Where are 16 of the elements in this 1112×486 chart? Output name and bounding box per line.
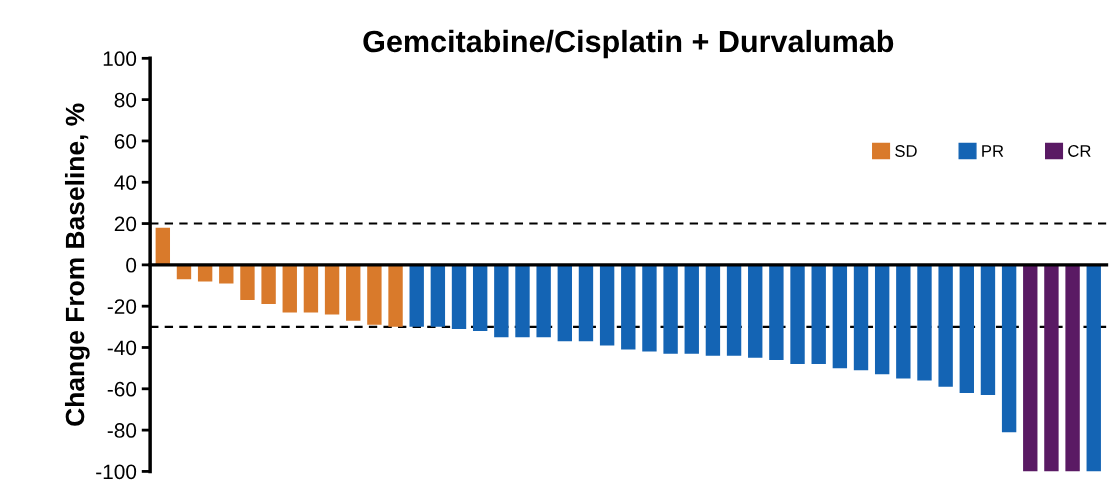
y-axis-title: Change From Baseline, %	[64, 103, 90, 426]
y-tick-label: 60	[114, 133, 137, 149]
chart-title: Gemcitabine/Cisplatin + Durvalumab	[363, 29, 894, 59]
legend-label: CR	[1068, 145, 1091, 157]
y-tick-label: 20	[114, 216, 137, 232]
y-tick-label: -40	[107, 340, 137, 356]
y-tick-label: -20	[107, 299, 137, 314]
y-tick-label: 100	[103, 51, 137, 67]
y-tick-label: 40	[114, 175, 137, 190]
legend-label: SD	[895, 145, 917, 157]
y-tick-label: 0	[126, 257, 137, 273]
y-tick-label: -80	[107, 423, 137, 438]
y-tick-label: -100	[96, 464, 137, 480]
y-tick-label: -60	[107, 381, 137, 397]
legend-label: PR	[982, 145, 1004, 157]
y-tick-label: 80	[114, 92, 137, 108]
